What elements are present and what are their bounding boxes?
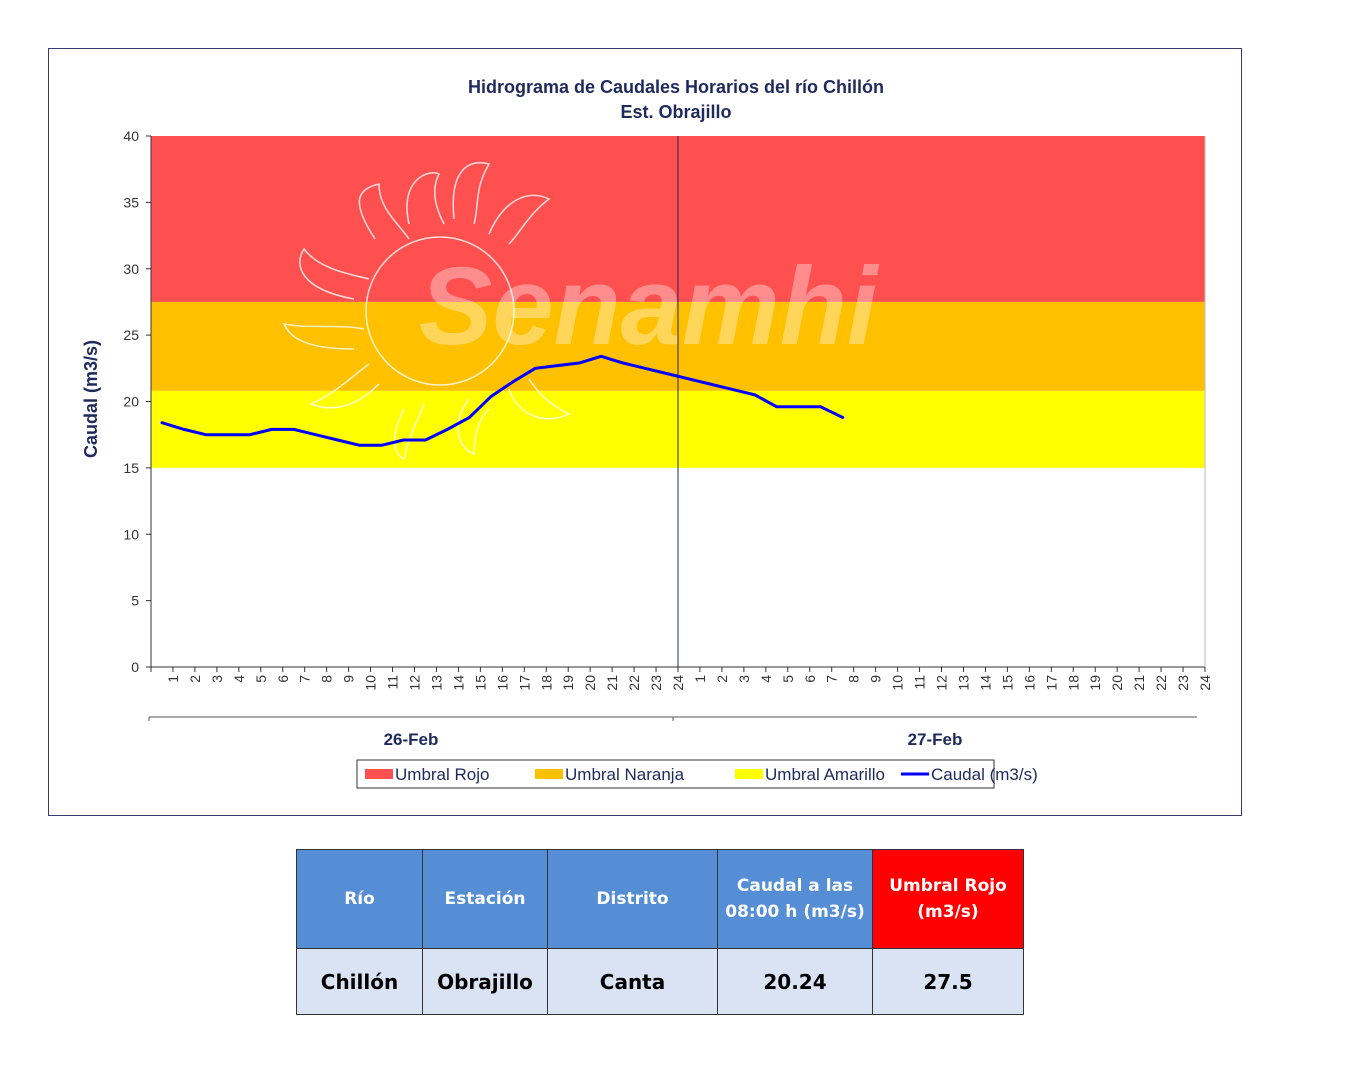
x-tick-label: 12 <box>407 675 423 691</box>
y-tick-label: 10 <box>123 526 139 542</box>
x-tick-label: 18 <box>1065 675 1081 691</box>
x-tick-label: 9 <box>341 675 357 683</box>
x-tick-label: 9 <box>868 675 884 683</box>
x-tick-label: 10 <box>363 675 379 691</box>
day-label: 27-Feb <box>908 730 963 749</box>
header-caudal-line1: Caudal a las <box>736 876 854 896</box>
x-tick-label: 7 <box>824 675 840 683</box>
x-tick-label: 13 <box>428 675 444 691</box>
legend-label: Umbral Naranja <box>565 765 685 784</box>
x-tick-label: 16 <box>1021 675 1037 691</box>
x-tick-label: 4 <box>231 675 247 683</box>
day-label: 26-Feb <box>384 730 439 749</box>
x-tick-label: 21 <box>1131 675 1147 691</box>
header-umbral-line1: Umbral Rojo <box>889 876 1007 896</box>
chart-subtitle: Est. Obrajillo <box>620 102 731 122</box>
x-tick-label: 6 <box>802 675 818 683</box>
x-tick-label: 5 <box>253 675 269 683</box>
y-tick-label: 30 <box>123 261 139 277</box>
x-tick-label: 18 <box>538 675 554 691</box>
series-layer <box>160 354 845 447</box>
x-tick-label: 1 <box>692 675 708 683</box>
svg-text:Senamhi: Senamhi <box>419 245 880 368</box>
x-tick-label: 15 <box>999 675 1015 691</box>
legend-label: Umbral Rojo <box>395 765 489 784</box>
table-row: Chillón Obrajillo Canta 20.24 27.5 <box>296 948 1024 1015</box>
y-tick-label: 5 <box>131 593 139 609</box>
cell-umbral: 27.5 <box>872 948 1024 1015</box>
legend-box <box>356 759 995 789</box>
x-tick-label: 22 <box>1153 675 1169 691</box>
x-tick-label: 23 <box>648 675 664 691</box>
cell-estacion: Obrajillo <box>422 948 548 1015</box>
x-tick-label: 24 <box>1197 675 1213 691</box>
x-tick-label: 20 <box>582 675 598 691</box>
x-tick-label: 14 <box>977 675 993 691</box>
x-tick-label: 11 <box>385 675 401 690</box>
x-tick-label: 11 <box>912 675 928 690</box>
station-info-table: Río Estación Distrito Caudal a las 08:00… <box>296 849 1024 1015</box>
y-axis-label: Caudal (m3/s) <box>81 340 101 458</box>
x-tick-label: 19 <box>1087 675 1103 691</box>
senamhi-watermark: Senamhi <box>282 162 880 461</box>
header-distrito: Distrito <box>547 849 718 949</box>
x-tick-label: 5 <box>780 675 796 683</box>
x-tick-label: 2 <box>714 675 730 683</box>
cell-rio: Chillón <box>296 948 423 1015</box>
y-tick-label: 35 <box>123 194 139 210</box>
x-tick-label: 6 <box>275 675 291 683</box>
header-rio: Río <box>296 849 423 949</box>
x-axis-ticks: 1 2 3 4 5 6 7 8 9 10 11 12 13 14 15 16 17 18 19 20 21 22 23 24 1… <box>150 667 1213 691</box>
legend-swatch <box>735 769 763 779</box>
cell-distrito: Canta <box>547 948 718 1015</box>
x-tick-label: 1 <box>165 675 181 683</box>
y-axis-ticks: 0 5 10 15 20 25 30 35 40 <box>123 128 151 675</box>
x-tick-label: 16 <box>494 675 510 691</box>
day-labels: 26-Feb 27-Feb <box>148 716 1197 749</box>
x-tick-label: 2 <box>187 675 203 683</box>
x-tick-label: 22 <box>626 675 642 691</box>
x-tick-label: 23 <box>1175 675 1191 691</box>
x-tick-label: 19 <box>560 675 576 691</box>
legend-swatch <box>535 769 563 779</box>
x-tick-label: 8 <box>319 675 335 683</box>
x-tick-label: 13 <box>955 675 971 691</box>
x-tick-label: 3 <box>736 675 752 683</box>
chart-frame: Senamhi 0 5 10 15 20 25 30 35 40 1 2 3 4 5 6 7 8 9 10 11 12… <box>48 48 1242 816</box>
header-caudal: Caudal a las 08:00 h (m3/s) <box>717 849 873 949</box>
x-tick-label: 14 <box>450 675 466 691</box>
y-tick-label: 40 <box>123 128 139 144</box>
legend: Umbral Rojo Umbral Naranja Umbral Amarillo… <box>356 759 1038 789</box>
legend-label: Caudal (m3/s) <box>931 765 1038 784</box>
legend-label: Umbral Amarillo <box>765 765 885 784</box>
table-header-row: Río Estación Distrito Caudal a las 08:00… <box>296 849 1024 949</box>
header-caudal-line2: 08:00 h (m3/s) <box>725 902 865 922</box>
x-tick-label: 10 <box>890 675 906 691</box>
x-tick-label: 17 <box>516 675 532 691</box>
x-tick-label: 12 <box>934 675 950 691</box>
y-tick-label: 25 <box>123 327 139 343</box>
series-line-caudal <box>160 354 845 447</box>
x-tick-label: 7 <box>297 675 313 683</box>
header-estacion: Estación <box>422 849 548 949</box>
x-tick-label: 15 <box>472 675 488 691</box>
x-tick-label: 17 <box>1043 675 1059 691</box>
x-tick-label: 8 <box>846 675 862 683</box>
x-tick-label: 3 <box>209 675 225 683</box>
x-tick-label: 4 <box>758 675 774 683</box>
legend-swatch <box>365 769 393 779</box>
x-tick-label: 20 <box>1109 675 1125 691</box>
header-umbral-line2: (m3/s) <box>917 902 979 922</box>
y-tick-label: 20 <box>123 394 139 410</box>
x-tick-label: 24 <box>670 675 686 691</box>
header-umbral-rojo: Umbral Rojo (m3/s) <box>872 849 1024 949</box>
chart-title: Hidrograma de Caudales Horarios del río … <box>468 77 884 97</box>
y-tick-label: 0 <box>131 659 139 675</box>
cell-caudal: 20.24 <box>717 948 873 1015</box>
y-tick-label: 15 <box>123 460 139 476</box>
x-tick-label: 21 <box>604 675 620 691</box>
